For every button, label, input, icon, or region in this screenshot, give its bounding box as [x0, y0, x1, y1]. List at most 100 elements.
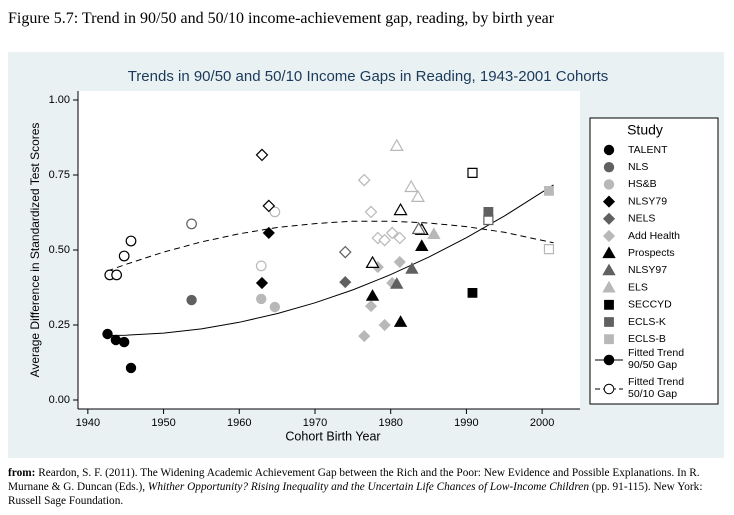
point: [186, 218, 197, 230]
legend-marker: [602, 280, 616, 293]
point: [102, 328, 113, 340]
point: [262, 226, 275, 239]
legend-marker: [603, 161, 615, 173]
point: [427, 227, 441, 240]
legend-label: HS&B: [628, 178, 657, 190]
point: [364, 205, 378, 219]
x-tick-label: 1940: [76, 417, 100, 429]
legend-marker: [602, 195, 616, 208]
legend-label: Fitted Trend 50/10 Gap: [628, 376, 685, 400]
y-axis-label: Average Difference in Standardized Test …: [28, 123, 42, 378]
legend-label: ECLS-K: [628, 316, 666, 328]
chart-title: Trends in 90/50 and 50/10 Income Gaps in…: [128, 68, 609, 85]
legend-label: SECCYD: [628, 299, 672, 311]
x-tick-label: 1970: [303, 417, 327, 429]
point: [467, 167, 478, 178]
point: [483, 206, 494, 217]
legend-marker: [604, 334, 614, 345]
legend-label: Add Health: [628, 230, 680, 242]
y-tick-label: 0.25: [49, 319, 70, 331]
legend-marker: [604, 317, 614, 327]
point: [393, 202, 408, 216]
point: [543, 244, 555, 255]
point: [405, 262, 419, 274]
point: [364, 300, 378, 313]
point: [389, 138, 404, 151]
point: [390, 277, 404, 289]
point: [255, 276, 269, 290]
figure-caption: Figure 5.7: Trend in 90/50 and 50/10 inc…: [8, 10, 555, 27]
point: [256, 293, 267, 305]
point: [111, 269, 123, 281]
legend-marker: [602, 263, 616, 276]
legend-label: NLS: [628, 161, 648, 173]
point: [365, 289, 380, 301]
legend-marker: [602, 229, 616, 243]
legend-marker: [602, 246, 616, 259]
point: [393, 315, 408, 327]
fit-line: [107, 220, 554, 272]
x-tick-label: 1980: [378, 417, 402, 429]
point: [365, 255, 380, 268]
x-tick-label: 1960: [227, 417, 251, 429]
point: [393, 255, 406, 269]
chart: Trends in 90/50 and 50/10 Income Gaps in…: [8, 52, 724, 458]
legend-label: Fitted Trend 90/50 Gap: [628, 347, 685, 371]
y-tick-label: 1.00: [49, 94, 70, 106]
x-tick-label: 2000: [530, 417, 554, 429]
point: [544, 185, 554, 196]
footer: from: Reardon, S. F. (2011). The Widenin…: [8, 466, 728, 508]
footer-italic: Whither Opportunity? Rising Inequality a…: [147, 481, 589, 493]
x-axis-label: Cohort Birth Year: [285, 429, 380, 443]
point: [269, 206, 281, 218]
point: [255, 260, 267, 272]
point: [125, 235, 137, 247]
point: [255, 148, 269, 162]
legend-label: TALENT: [628, 144, 668, 156]
legend-marker: [603, 144, 615, 156]
legend-label: ECLS-B: [628, 333, 666, 345]
point: [378, 318, 391, 332]
point: [411, 221, 426, 235]
point: [393, 231, 407, 245]
point: [125, 362, 137, 374]
legend-title: Study: [627, 122, 663, 138]
y-tick-label: 0.00: [49, 394, 70, 406]
point: [338, 245, 352, 259]
legend-label: NLSY79: [628, 195, 667, 207]
plot-area: [78, 91, 580, 409]
legend-marker: [603, 354, 615, 366]
point: [415, 239, 429, 252]
y-tick-label: 0.75: [49, 169, 70, 181]
legend-label: NELS: [628, 213, 655, 225]
point: [404, 179, 419, 193]
point: [339, 276, 352, 289]
legend-marker: [603, 383, 615, 395]
legend-label: Prospects: [628, 247, 675, 259]
x-tick-label: 1950: [151, 417, 175, 429]
point: [410, 189, 426, 202]
point: [357, 173, 371, 187]
point: [186, 294, 197, 306]
point: [118, 336, 130, 348]
legend-marker: [602, 212, 616, 225]
x-tick-label: 1990: [454, 417, 478, 429]
legend-label: NLSY97: [628, 264, 667, 276]
legend-label: Fitted Trend 50/10 Gap: [628, 376, 685, 400]
footer-label: from:: [8, 467, 36, 479]
y-tick-label: 0.50: [49, 244, 70, 256]
point: [378, 233, 392, 247]
legend-marker: [604, 299, 614, 310]
point: [262, 199, 276, 213]
point: [385, 226, 399, 240]
fit-line: [107, 184, 554, 336]
point: [118, 250, 130, 262]
footer-text: (pp. 91-115). New York: Russell Sage Fou…: [8, 481, 703, 507]
point: [467, 287, 478, 298]
point: [358, 330, 371, 343]
footer-text: Reardon, S. F. (2011). The Widening Acad…: [8, 467, 700, 493]
point: [269, 301, 281, 313]
legend-marker: [603, 179, 615, 190]
legend-label: Fitted Trend 90/50 Gap: [628, 347, 685, 371]
